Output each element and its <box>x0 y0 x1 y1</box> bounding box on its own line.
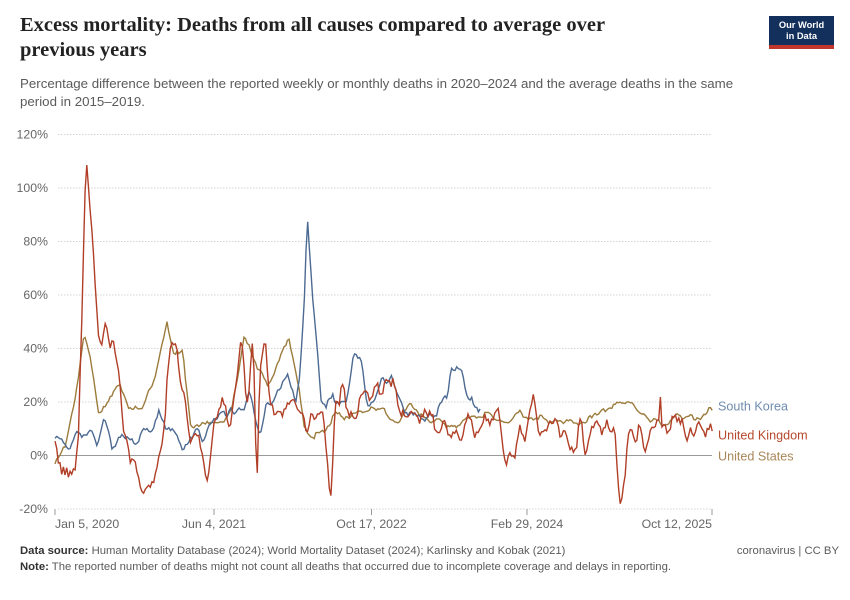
svg-text:80%: 80% <box>23 235 48 249</box>
svg-text:-20%: -20% <box>19 502 48 516</box>
svg-text:120%: 120% <box>17 128 49 142</box>
svg-text:40%: 40% <box>23 342 48 356</box>
svg-text:United States: United States <box>718 450 794 464</box>
svg-text:Feb 29, 2024: Feb 29, 2024 <box>491 517 564 531</box>
svg-text:Oct 12, 2025: Oct 12, 2025 <box>642 517 713 531</box>
svg-text:South Korea: South Korea <box>718 400 788 414</box>
svg-text:60%: 60% <box>23 288 48 302</box>
svg-text:20%: 20% <box>23 395 48 409</box>
svg-text:Oct 17, 2022: Oct 17, 2022 <box>336 517 407 531</box>
svg-text:Jun 4, 2021: Jun 4, 2021 <box>182 517 246 531</box>
svg-text:100%: 100% <box>17 181 49 195</box>
svg-text:0%: 0% <box>30 449 48 463</box>
svg-text:Jan 5, 2020: Jan 5, 2020 <box>55 517 119 531</box>
svg-text:United Kingdom: United Kingdom <box>718 429 808 443</box>
